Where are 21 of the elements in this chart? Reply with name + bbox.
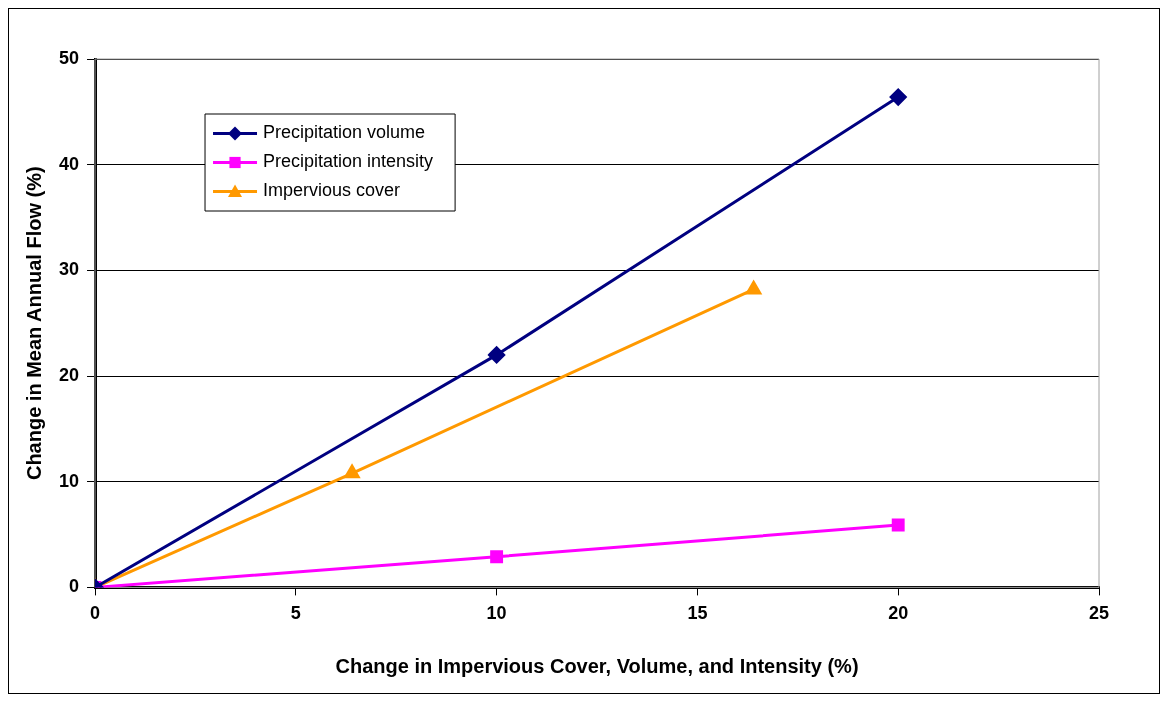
x-tick-label: 10	[486, 603, 507, 624]
legend-label: Impervious cover	[263, 180, 401, 201]
point	[490, 550, 504, 564]
legend-label: Precipitation volume	[263, 122, 426, 143]
point	[488, 346, 506, 364]
y-tick-label: 20	[58, 365, 80, 386]
x-tick-label: 25	[1088, 603, 1110, 624]
y-tick-label: 10	[58, 470, 80, 491]
y-tick-label: 50	[58, 47, 80, 68]
y-axis-title: Change in Mean Annual Flow (%)	[22, 166, 45, 481]
legend-label: Precipitation intensity	[263, 151, 434, 172]
y-tick-label: 30	[58, 259, 80, 280]
y-tick-label: 0	[69, 576, 80, 597]
x-tick-label: 15	[687, 603, 708, 624]
x-axis-title: Change in Impervious Cover, Volume, and Intensity (%)	[335, 654, 859, 677]
x-tick-label: 0	[90, 603, 101, 624]
point	[891, 518, 905, 532]
y-tick-label: 40	[58, 153, 80, 174]
point	[889, 88, 907, 106]
x-tick-label: 5	[290, 603, 301, 624]
x-tick-label: 20	[888, 603, 909, 624]
